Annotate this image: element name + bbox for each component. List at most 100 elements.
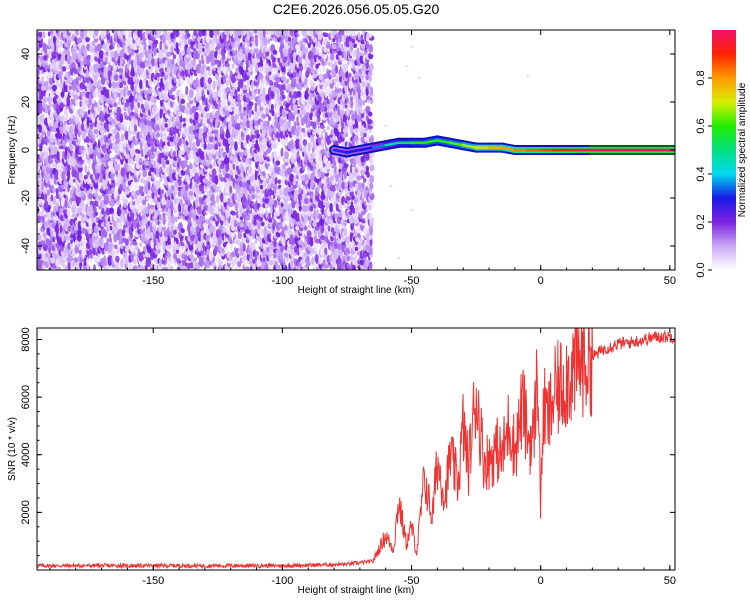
noise-cell bbox=[68, 30, 73, 33]
noise-cell bbox=[86, 55, 92, 60]
noise-cell bbox=[107, 160, 113, 167]
noise-cell bbox=[247, 65, 253, 72]
noise-cell bbox=[271, 109, 275, 117]
noise-cell bbox=[105, 219, 111, 229]
noise-cell bbox=[197, 41, 204, 51]
noise-cell bbox=[269, 197, 275, 205]
noise-cell bbox=[69, 125, 74, 135]
noise-cell bbox=[272, 184, 278, 191]
noise-cell bbox=[242, 30, 247, 36]
noise-cell bbox=[239, 222, 245, 228]
noise-cell bbox=[122, 30, 126, 36]
noise-cell bbox=[182, 117, 187, 123]
noise-cell bbox=[280, 147, 284, 157]
noise-cell bbox=[248, 101, 254, 107]
noise-cell bbox=[130, 48, 135, 56]
noise-cell bbox=[298, 187, 302, 194]
noise-cell bbox=[159, 68, 164, 73]
noise-cell bbox=[93, 128, 99, 135]
noise-cell bbox=[246, 84, 250, 94]
noise-cell bbox=[166, 239, 171, 246]
noise-cell bbox=[248, 108, 252, 118]
noise-cell bbox=[250, 174, 255, 183]
noise-cell bbox=[164, 255, 168, 265]
noise-cell bbox=[254, 47, 258, 53]
noise-cell bbox=[250, 134, 256, 139]
noise-cell bbox=[64, 255, 68, 263]
noise-cell bbox=[303, 84, 309, 89]
noise-cell bbox=[83, 161, 88, 167]
noise-cell bbox=[237, 261, 242, 267]
noise-cell bbox=[55, 30, 59, 34]
noise-cell bbox=[229, 185, 233, 194]
noise-cell bbox=[120, 193, 125, 201]
noise-cell bbox=[119, 113, 124, 124]
noise-cell bbox=[236, 118, 241, 124]
noise-cell bbox=[255, 139, 258, 145]
noise-cell bbox=[163, 144, 169, 153]
noise-cell bbox=[304, 100, 308, 106]
noise-cell bbox=[150, 264, 155, 269]
noise-cell bbox=[47, 255, 51, 261]
noise-cell bbox=[270, 52, 274, 61]
noise-cell bbox=[142, 199, 147, 206]
noise-cell bbox=[75, 30, 79, 36]
noise-cell bbox=[231, 121, 236, 128]
noise-cell bbox=[43, 55, 48, 61]
noise-cell bbox=[242, 85, 247, 91]
noise-cell bbox=[217, 159, 223, 166]
noise-cell bbox=[37, 68, 40, 75]
noise-cell bbox=[54, 121, 60, 129]
noise-cell bbox=[167, 263, 171, 270]
noise-cell bbox=[206, 243, 211, 250]
noise-cell bbox=[57, 53, 61, 61]
noise-cell bbox=[259, 30, 264, 39]
noise-cell bbox=[265, 209, 269, 219]
noise-cell bbox=[188, 190, 194, 196]
noise-cell bbox=[75, 77, 79, 84]
noise-cell bbox=[198, 128, 204, 137]
noise-cell bbox=[216, 255, 220, 263]
noise-cell bbox=[165, 166, 170, 174]
noise-cell bbox=[197, 87, 201, 93]
noise-cell bbox=[209, 30, 212, 38]
noise-cell bbox=[176, 47, 180, 55]
noise-cell bbox=[77, 43, 81, 48]
noise-cell bbox=[156, 76, 160, 82]
noise-cell bbox=[92, 246, 96, 256]
noise-cell bbox=[231, 211, 237, 216]
noise-cell bbox=[129, 111, 135, 117]
noise-cell bbox=[77, 196, 82, 204]
noise-cell bbox=[66, 96, 70, 106]
noise-cell bbox=[81, 232, 85, 238]
noise-cell bbox=[37, 154, 40, 159]
noise-cell bbox=[273, 49, 278, 55]
noise-cell bbox=[47, 38, 52, 48]
noise-cell bbox=[171, 58, 175, 65]
noise-cell bbox=[165, 101, 169, 111]
noise-cell bbox=[113, 127, 118, 136]
noise-cell bbox=[56, 150, 60, 161]
noise-cell bbox=[185, 85, 189, 96]
noise-cell bbox=[273, 239, 277, 248]
noise-cell bbox=[106, 30, 110, 36]
noise-cell bbox=[105, 265, 109, 270]
noise-cell bbox=[117, 87, 121, 94]
noise-cell bbox=[159, 258, 162, 268]
noise-cell bbox=[217, 58, 222, 68]
noise-cell bbox=[208, 143, 213, 151]
noise-cell bbox=[104, 89, 110, 99]
noise-cell bbox=[83, 30, 88, 35]
noise-cell bbox=[227, 67, 232, 72]
noise-cell bbox=[216, 30, 220, 36]
noise-cell bbox=[153, 46, 157, 57]
noise-cell bbox=[220, 192, 224, 203]
noise-cell bbox=[42, 59, 46, 68]
noise-cell bbox=[67, 252, 72, 259]
noise-cell bbox=[212, 225, 216, 233]
noise-cell bbox=[180, 228, 185, 234]
noise-cell bbox=[167, 195, 171, 201]
noise-cell bbox=[262, 120, 268, 129]
noise-cell bbox=[179, 199, 183, 207]
